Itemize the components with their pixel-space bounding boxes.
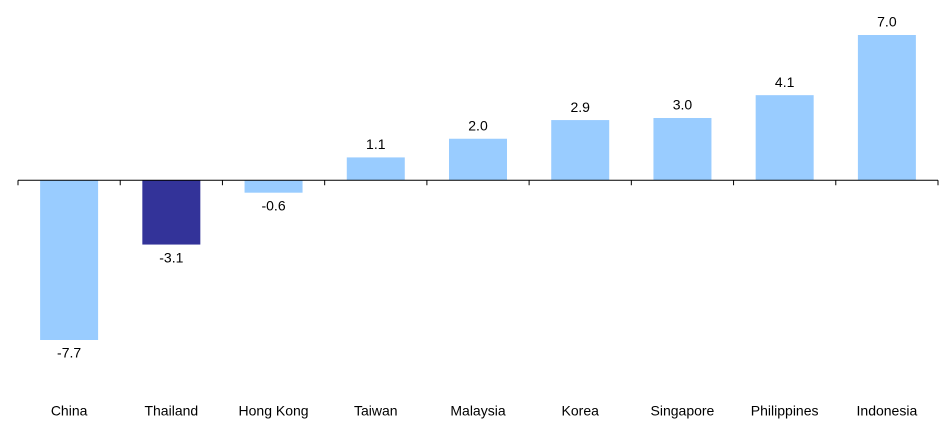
bar bbox=[653, 117, 712, 181]
value-label: 1.1 bbox=[366, 136, 386, 152]
bar bbox=[346, 157, 405, 181]
x-tick-label: Taiwan bbox=[354, 403, 398, 419]
value-label: -3.1 bbox=[159, 249, 183, 265]
x-tick-label: Hong Kong bbox=[239, 403, 309, 419]
value-label: -7.7 bbox=[57, 345, 81, 361]
x-tick-label: Malaysia bbox=[450, 403, 505, 419]
value-label: 2.0 bbox=[468, 117, 488, 133]
x-tick-label: Singapore bbox=[651, 403, 715, 419]
x-tick-label: Philippines bbox=[751, 403, 819, 419]
bar bbox=[40, 180, 99, 340]
bar bbox=[244, 180, 303, 193]
value-label: -0.6 bbox=[261, 197, 285, 213]
bar bbox=[857, 35, 916, 181]
x-tick-label: Thailand bbox=[144, 403, 198, 419]
value-label: 7.0 bbox=[877, 14, 897, 30]
bar bbox=[755, 95, 814, 181]
value-label: 3.0 bbox=[673, 97, 693, 113]
x-tick-label: Korea bbox=[562, 403, 600, 419]
bar bbox=[551, 120, 610, 181]
value-label: 2.9 bbox=[570, 99, 590, 115]
x-tick-label: China bbox=[51, 403, 88, 419]
x-tick-label: Indonesia bbox=[857, 403, 918, 419]
value-label: 4.1 bbox=[775, 74, 795, 90]
bar bbox=[449, 138, 507, 181]
bar bbox=[142, 180, 201, 245]
